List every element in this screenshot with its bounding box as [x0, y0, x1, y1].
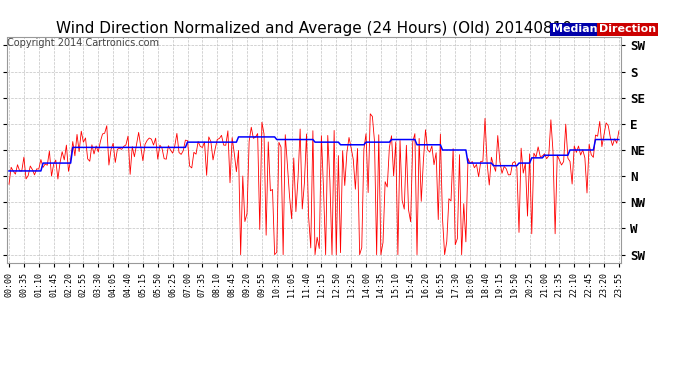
Title: Wind Direction Normalized and Average (24 Hours) (Old) 20140810: Wind Direction Normalized and Average (2… [56, 21, 572, 36]
Text: Median: Median [552, 24, 598, 34]
Text: Direction: Direction [599, 24, 656, 34]
Text: Copyright 2014 Cartronics.com: Copyright 2014 Cartronics.com [7, 38, 159, 48]
